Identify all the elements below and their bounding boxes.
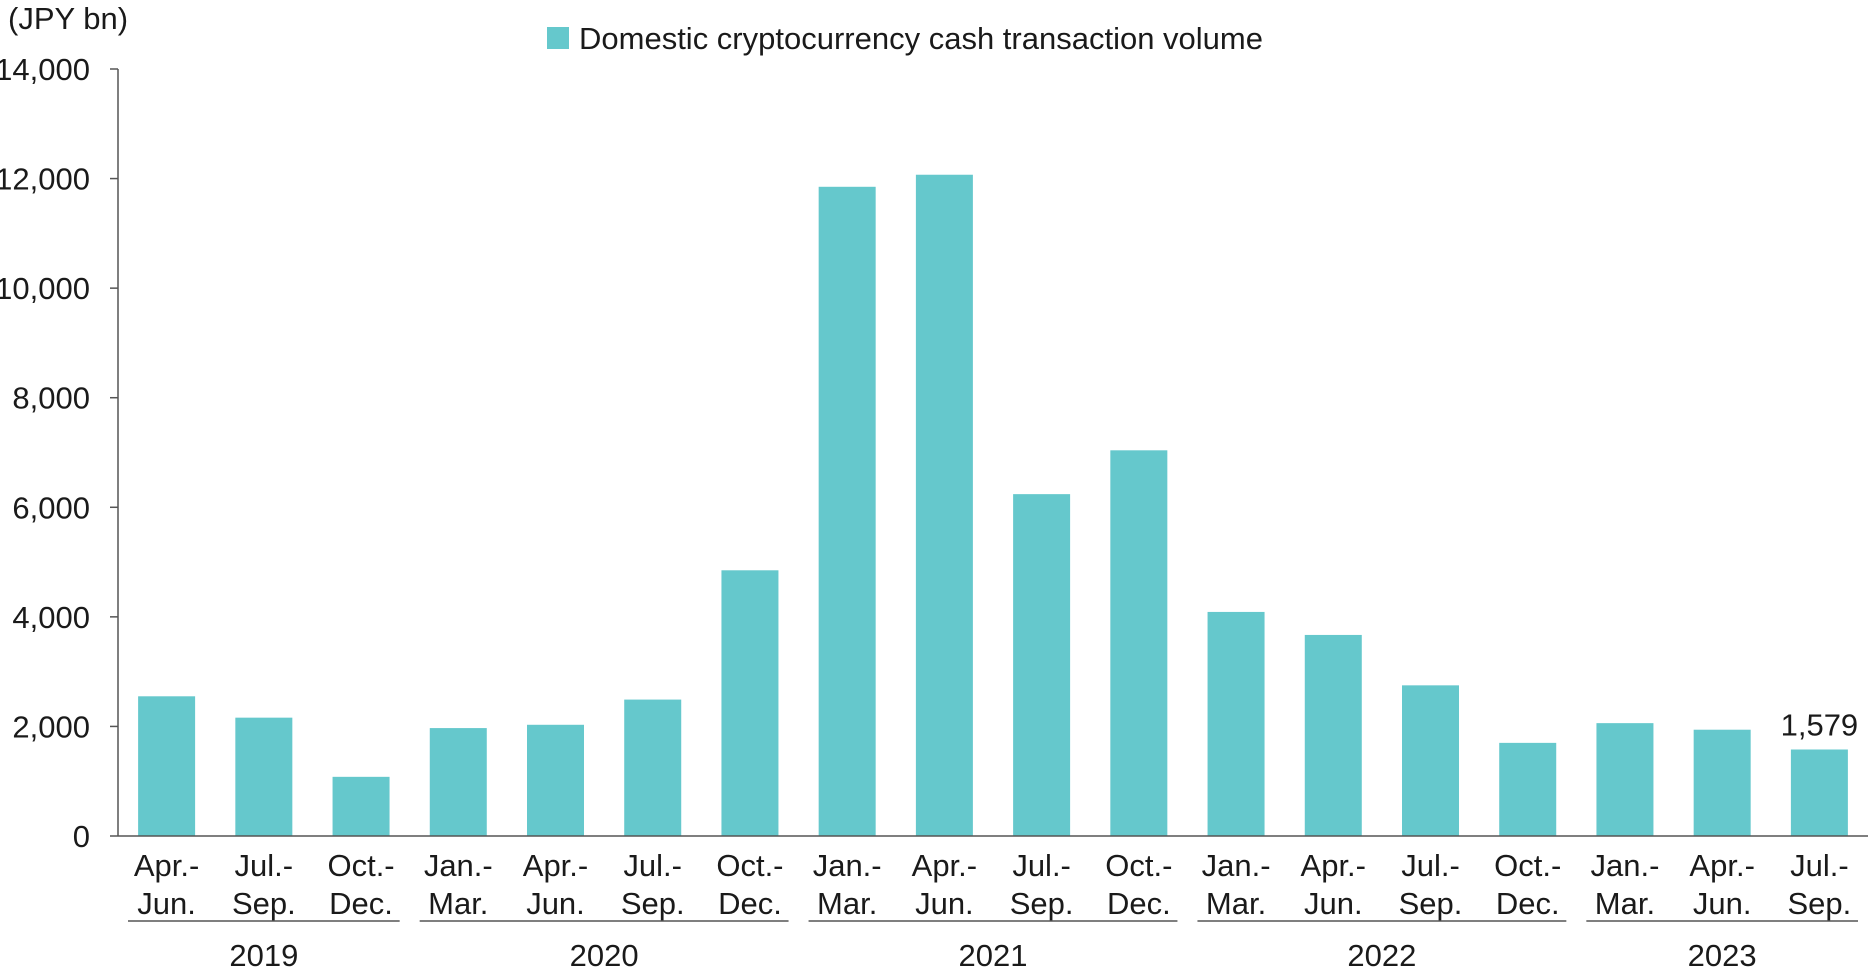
data-labels: 1,579 <box>1781 707 1859 742</box>
x-tick-label: Oct.- <box>327 848 394 883</box>
x-tick-label: Apr.- <box>523 848 588 883</box>
bar <box>1110 450 1168 836</box>
x-tick-label: Jun. <box>137 886 196 921</box>
x-tick-label: Apr.- <box>1689 848 1754 883</box>
x-tick-label: Jul.- <box>1790 848 1849 883</box>
x-axis: Apr.-Jun.Jul.-Sep.Oct.-Dec.Jan.-Mar.Apr.… <box>118 835 1868 921</box>
x-tick-label: Mar. <box>428 886 488 921</box>
year-label: 2020 <box>570 938 639 973</box>
y-tick-label: 6,000 <box>12 490 90 525</box>
x-tick-label: Sep. <box>1787 886 1851 921</box>
x-tick-label: Jun. <box>1304 886 1363 921</box>
legend-label: Domestic cryptocurrency cash transaction… <box>579 21 1263 56</box>
x-tick-label: Dec. <box>329 886 393 921</box>
x-tick-label: Jun. <box>1693 886 1752 921</box>
x-tick-label: Jul.- <box>623 848 682 883</box>
bar <box>235 717 293 836</box>
x-tick-label: Dec. <box>1496 886 1560 921</box>
year-label: 2021 <box>959 938 1028 973</box>
bar <box>1304 634 1362 836</box>
bar <box>332 776 390 836</box>
bar <box>915 174 973 836</box>
x-tick-label: Sep. <box>621 886 685 921</box>
year-label: 2023 <box>1688 938 1757 973</box>
y-tick-label: 12,000 <box>0 162 90 197</box>
x-tick-label: Jan.- <box>1202 848 1271 883</box>
year-label: 2019 <box>229 938 298 973</box>
bar <box>1402 685 1459 836</box>
bars <box>138 174 1848 836</box>
y-tick-label: 2,000 <box>12 709 90 744</box>
x-tick-label: Mar. <box>1595 886 1655 921</box>
year-label: 2022 <box>1347 938 1416 973</box>
bar <box>1499 742 1557 836</box>
y-axis-unit-label: (JPY bn) <box>8 1 128 36</box>
x-tick-label: Oct.- <box>1105 848 1172 883</box>
data-label: 1,579 <box>1781 707 1859 742</box>
x-tick-label: Jan.- <box>813 848 882 883</box>
year-groups: 2019 2020 2021 2022 2023 <box>128 920 1858 973</box>
x-tick-label: Jan.- <box>1590 848 1659 883</box>
x-tick-label: Mar. <box>817 886 877 921</box>
bar <box>818 186 876 836</box>
legend-swatch <box>547 27 569 49</box>
x-tick-label: Mar. <box>1206 886 1266 921</box>
y-tick-label: 8,000 <box>12 381 90 416</box>
x-tick-label: Oct.- <box>716 848 783 883</box>
y-tick-label: 4,000 <box>12 600 90 635</box>
x-tick-label: Sep. <box>232 886 296 921</box>
bar <box>527 724 584 836</box>
x-tick-label: Dec. <box>718 886 782 921</box>
y-tick-label: 10,000 <box>0 271 90 306</box>
y-tick-label: 14,000 <box>0 52 90 87</box>
x-tick-label: Sep. <box>1399 886 1463 921</box>
x-tick-label: Jun. <box>526 886 585 921</box>
bar <box>721 570 779 836</box>
x-tick-label: Oct.- <box>1494 848 1561 883</box>
x-tick-label: Jul.- <box>235 848 294 883</box>
bar <box>624 699 682 836</box>
x-tick-label: Dec. <box>1107 886 1171 921</box>
x-tick-label: Sep. <box>1010 886 1074 921</box>
y-axis: 0 2,000 4,000 6,000 8,000 10,000 12,000 14,000 <box>0 52 119 854</box>
bar <box>1790 749 1848 836</box>
bar <box>1207 611 1265 836</box>
x-tick-label: Apr.- <box>912 848 977 883</box>
x-tick-label: Apr.- <box>134 848 199 883</box>
x-tick-label: Jan.- <box>424 848 493 883</box>
bar <box>429 728 487 836</box>
legend: Domestic cryptocurrency cash transaction… <box>547 21 1263 56</box>
bar <box>138 696 196 836</box>
x-tick-label: Jul.- <box>1401 848 1460 883</box>
x-tick-label: Jul.- <box>1012 848 1071 883</box>
bar <box>1596 723 1654 836</box>
bar <box>1013 494 1071 836</box>
x-tick-label: Jun. <box>915 886 974 921</box>
bar <box>1693 729 1751 836</box>
x-tick-label: Apr.- <box>1301 848 1366 883</box>
y-tick-label: 0 <box>73 819 90 854</box>
